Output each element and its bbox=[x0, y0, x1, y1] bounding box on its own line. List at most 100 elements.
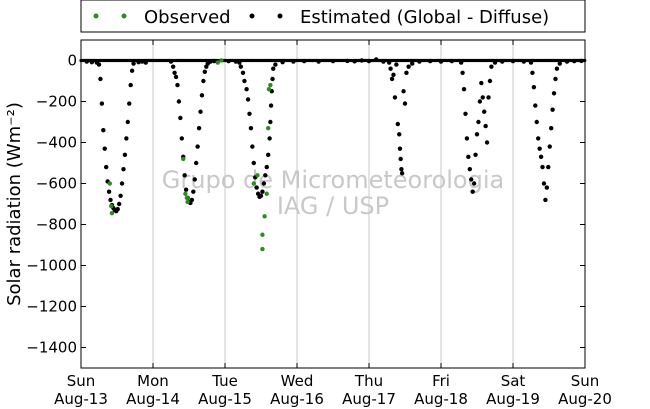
estimated-point bbox=[476, 119, 481, 125]
estimated-point bbox=[143, 60, 148, 65]
y-tick-label: −1200 bbox=[26, 298, 77, 316]
estimated-point bbox=[251, 160, 256, 166]
estimated-point bbox=[550, 107, 555, 112]
estimated-point bbox=[547, 144, 552, 149]
plot-frame bbox=[80, 39, 586, 369]
estimated-point bbox=[470, 189, 475, 194]
estimated-point bbox=[176, 99, 182, 104]
estimated-point bbox=[554, 66, 560, 71]
estimated-point bbox=[192, 177, 197, 182]
estimated-point bbox=[500, 59, 505, 64]
estimated-point bbox=[266, 152, 271, 157]
estimated-point bbox=[406, 64, 411, 69]
estimated-point bbox=[108, 197, 113, 203]
estimated-point bbox=[291, 59, 296, 64]
estimated-point bbox=[173, 74, 179, 80]
observed-point bbox=[268, 82, 273, 88]
estimated-point bbox=[273, 62, 278, 67]
estimated-point bbox=[401, 89, 406, 94]
data-points-layer bbox=[79, 57, 587, 252]
observed-point bbox=[109, 211, 115, 216]
watermark-line-1: Grupo de Micrometeorologia bbox=[162, 166, 504, 194]
x-tick-label-day: Sun bbox=[67, 372, 96, 390]
estimated-point bbox=[551, 91, 557, 96]
estimated-point bbox=[125, 119, 130, 125]
estimated-point bbox=[168, 59, 174, 64]
estimated-point bbox=[240, 70, 246, 76]
estimated-point bbox=[128, 82, 133, 88]
estimated-point bbox=[471, 181, 477, 186]
estimated-point bbox=[461, 87, 467, 92]
estimated-point bbox=[417, 59, 422, 64]
x-tick-label-date: Aug-13 bbox=[54, 390, 108, 408]
x-tick-label-day: Mon bbox=[137, 372, 169, 390]
estimated-point bbox=[345, 58, 350, 64]
estimated-point bbox=[101, 128, 106, 133]
estimated-point bbox=[536, 136, 541, 141]
estimated-point bbox=[381, 59, 386, 64]
estimated-point bbox=[122, 152, 128, 157]
estimated-point bbox=[374, 57, 379, 62]
estimated-point bbox=[104, 164, 109, 170]
estimated-point bbox=[189, 197, 195, 203]
estimated-point bbox=[99, 101, 105, 106]
x-tick-label-day: Tue bbox=[211, 372, 238, 390]
estimated-point bbox=[537, 146, 542, 151]
tick-layer: SunAug-13MonAug-14TueAug-15WedAug-16ThuA… bbox=[26, 40, 612, 408]
estimated-point bbox=[489, 64, 494, 69]
estimated-point bbox=[89, 59, 95, 65]
estimated-point bbox=[170, 64, 176, 69]
x-tick-label-day: Fri bbox=[432, 372, 450, 390]
x-tick-label-day: Thu bbox=[354, 372, 383, 390]
estimated-point bbox=[258, 193, 264, 198]
estimated-point bbox=[254, 185, 259, 190]
estimated-point bbox=[182, 173, 187, 178]
estimated-point bbox=[487, 78, 493, 84]
estimated-point bbox=[534, 119, 539, 125]
observed-point bbox=[255, 173, 260, 178]
estimated-point bbox=[386, 60, 392, 65]
y-tick-label: −400 bbox=[36, 134, 77, 152]
estimated-point bbox=[84, 59, 89, 64]
legend-label-observed: Observed bbox=[144, 7, 231, 28]
estimated-point bbox=[483, 123, 488, 129]
estimated-point bbox=[330, 58, 336, 64]
estimated-point bbox=[398, 156, 403, 162]
estimated-point bbox=[183, 187, 189, 192]
estimated-point bbox=[544, 185, 550, 190]
x-tick-label-day: Wed bbox=[281, 372, 314, 390]
estimated-point bbox=[546, 164, 551, 170]
estimated-point bbox=[196, 125, 202, 131]
y-tick-label: −200 bbox=[36, 93, 77, 111]
estimated-point bbox=[124, 136, 129, 141]
estimated-point bbox=[106, 189, 112, 194]
y-tick-label: −1000 bbox=[26, 257, 77, 275]
estimated-point bbox=[201, 78, 206, 84]
x-tick-label-date: Aug-15 bbox=[198, 390, 252, 408]
estimated-point bbox=[399, 166, 404, 172]
estimated-point bbox=[467, 166, 472, 172]
estimated-point bbox=[175, 82, 180, 88]
estimated-point bbox=[474, 132, 480, 137]
legend-marker-observed-2 bbox=[121, 13, 127, 19]
estimated-point bbox=[540, 164, 545, 170]
estimated-point bbox=[477, 99, 483, 104]
observed-point bbox=[266, 125, 271, 131]
y-tick-label: 0 bbox=[67, 52, 77, 70]
observed-point bbox=[109, 203, 114, 209]
estimated-point bbox=[116, 201, 122, 207]
estimated-point bbox=[202, 69, 208, 74]
estimated-point bbox=[464, 136, 470, 141]
observed-point bbox=[260, 232, 265, 237]
estimated-point bbox=[208, 59, 213, 64]
estimated-point bbox=[458, 60, 464, 65]
estimated-point bbox=[402, 101, 408, 106]
estimated-point bbox=[115, 206, 120, 212]
observed-point bbox=[184, 195, 190, 201]
estimated-point bbox=[564, 59, 570, 64]
estimated-point bbox=[127, 101, 132, 106]
estimated-point bbox=[533, 103, 538, 108]
estimated-point bbox=[178, 115, 183, 121]
estimated-point bbox=[198, 109, 203, 114]
